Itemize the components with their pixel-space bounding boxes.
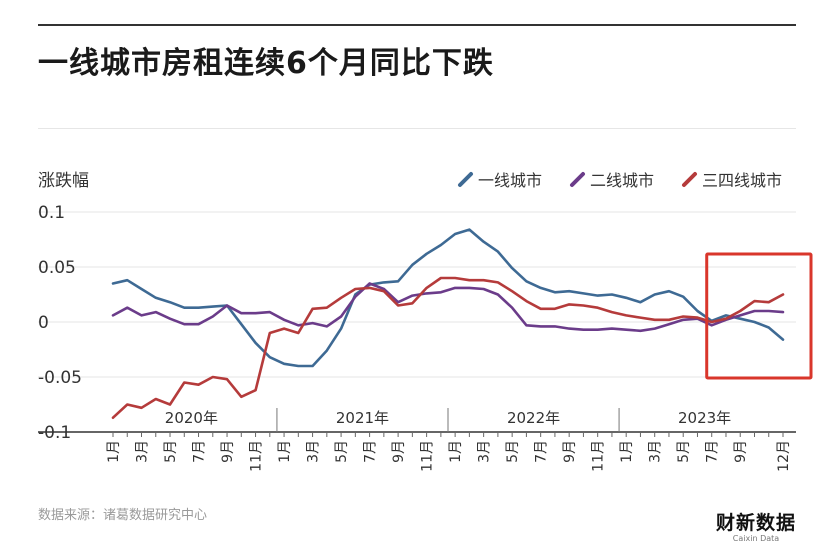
x-tick-label: 7月 (705, 440, 721, 463)
x-tick-label: 11月 (420, 440, 436, 472)
y-tick-label: 0.1 (38, 203, 65, 223)
year-label: 2021年 (336, 409, 389, 427)
legend-label: 三四线城市 (702, 171, 782, 190)
y-tick-label: -0.1 (38, 423, 71, 443)
x-tick-label: 3月 (306, 440, 322, 463)
year-label: 2022年 (507, 409, 560, 427)
series-line (111, 282, 785, 333)
x-tick-label: 9月 (220, 440, 236, 463)
x-tick-label: 1月 (619, 440, 635, 463)
caixin-logo: 财新数据 Caixin Data (706, 512, 806, 544)
legend-label: 二线城市 (590, 171, 654, 190)
top-rule (38, 24, 796, 26)
x-tick-label: 7月 (363, 440, 379, 463)
series-line (111, 276, 785, 420)
page-title: 一线城市房租连续6个月同比下跌 (38, 46, 494, 81)
legend-swatch (458, 172, 473, 187)
x-tick-label: 12月 (776, 440, 792, 472)
x-tick-label: 11月 (249, 440, 265, 472)
y-tick-label: 0.05 (38, 258, 76, 278)
logo-text: 财新数据 (715, 512, 796, 534)
x-tick-label: 9月 (733, 440, 749, 463)
y-tick-label: 0 (38, 313, 49, 333)
x-tick-label: 7月 (192, 440, 208, 463)
x-tick-label: 9月 (562, 440, 578, 463)
year-label: 2023年 (678, 409, 731, 427)
legend-label: 一线城市 (478, 171, 542, 190)
x-tick-label: 1月 (448, 440, 464, 463)
y-axis-label: 涨跌幅 (38, 171, 89, 191)
x-tick-label: 5月 (163, 440, 179, 463)
x-tick-label: 3月 (477, 440, 493, 463)
x-tick-label: 5月 (505, 440, 521, 463)
x-tick-label: 7月 (534, 440, 550, 463)
x-tick-label: 1月 (277, 440, 293, 463)
legend-swatch (682, 172, 697, 187)
x-tick-label: 5月 (334, 440, 350, 463)
x-tick-label: 1月 (106, 440, 122, 463)
separator-rule (38, 128, 796, 129)
source-note: 数据来源：诸葛数据研究中心 (38, 508, 208, 523)
logo-subtext: Caixin Data (732, 534, 780, 543)
highlight-box (705, 252, 813, 380)
y-tick-label: -0.05 (38, 368, 82, 388)
legend-swatch (570, 172, 585, 187)
x-tick-label: 3月 (135, 440, 151, 463)
x-tick-label: 5月 (676, 440, 692, 463)
year-label: 2020年 (165, 409, 218, 427)
series-line (111, 228, 785, 368)
x-tick-label: 3月 (648, 440, 664, 463)
x-tick-label: 11月 (591, 440, 607, 472)
x-tick-label: 9月 (391, 440, 407, 463)
